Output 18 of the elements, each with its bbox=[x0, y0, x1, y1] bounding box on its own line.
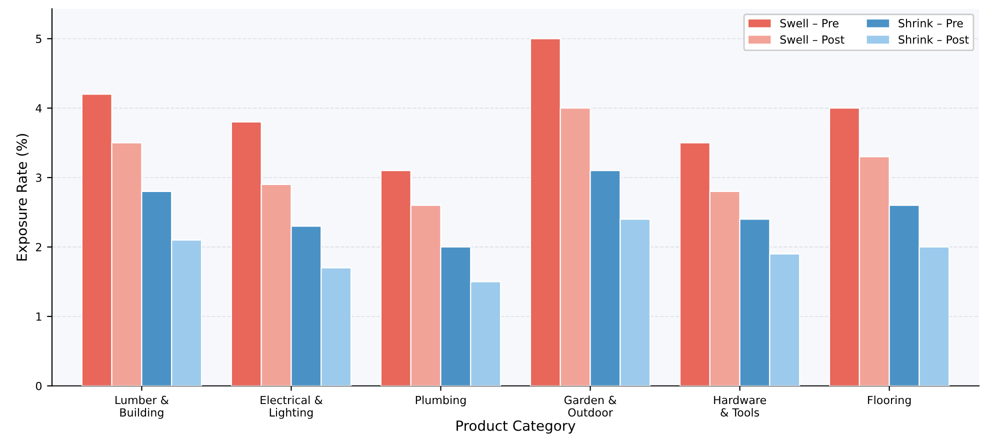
legend-label: Swell – Pre bbox=[780, 18, 838, 28]
y-tick-label: 1 bbox=[36, 312, 42, 321]
x-tick-label: Lumber & Building bbox=[116, 396, 169, 419]
x-axis-title: Product Category bbox=[456, 420, 576, 434]
x-tick-label: Garden & Outdoor bbox=[564, 396, 616, 417]
x-tick-label: Hardware & Tools bbox=[714, 396, 766, 417]
legend-label: Shrink – Pre bbox=[898, 18, 963, 28]
y-tick-label: 2 bbox=[36, 242, 42, 252]
y-tick-label: 0 bbox=[36, 382, 42, 390]
x-tick-label: Electrical & Lighting bbox=[260, 396, 323, 419]
y-axis-title: Exposure Rate (%) bbox=[16, 134, 30, 260]
y-tick-label: 3 bbox=[36, 174, 42, 182]
legend-label: Swell – Post bbox=[780, 35, 844, 44]
legend-label: Shrink – Post bbox=[898, 35, 969, 44]
x-tick-label: Flooring bbox=[868, 396, 911, 406]
y-tick-label: 5 bbox=[36, 34, 42, 44]
x-tick-label: Plumbing bbox=[416, 396, 466, 406]
y-tick-label: 4 bbox=[36, 104, 42, 112]
